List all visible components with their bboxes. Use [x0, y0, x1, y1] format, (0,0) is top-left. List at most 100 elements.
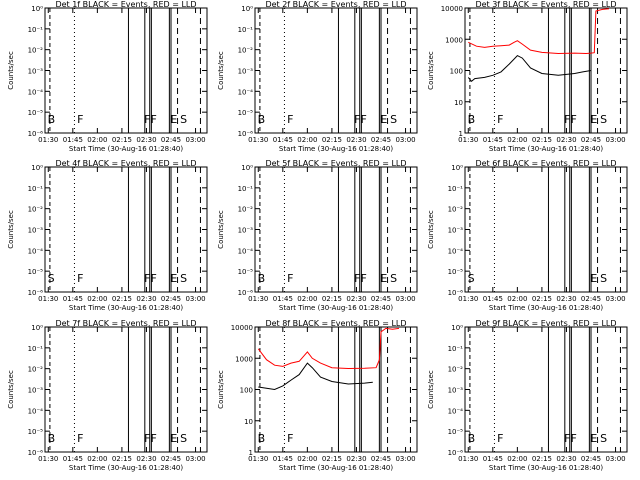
x-axis-label: Start Time (30-Aug-16 01:28:40): [69, 304, 183, 312]
x-tick-label: 01:45: [483, 136, 503, 144]
event-marker-label: B: [468, 113, 476, 126]
x-tick-label: 02:30: [136, 295, 156, 303]
x-tick-label: 02:00: [507, 295, 527, 303]
x-tick-label: 02:15: [112, 136, 132, 144]
x-tick-label: 01:30: [458, 295, 478, 303]
y-tick-label: 10⁻⁴: [238, 247, 254, 255]
x-tick-label: 01:45: [273, 295, 293, 303]
y-tick-label: 10⁻²: [238, 206, 254, 214]
y-tick-label: 10⁻¹: [28, 345, 44, 353]
y-axis-label: Counts/sec: [427, 210, 435, 249]
chart-title: Det 7f BLACK = Events, RED = LLD: [55, 319, 196, 328]
series-line: [257, 327, 400, 370]
x-tick-label: 02:00: [87, 295, 107, 303]
chart-panel: Det 2f BLACK = Events, RED = LLD 10⁰ 10⁻¹ 1…: [217, 0, 418, 153]
chart-panel: Det 3f BLACK = Events, RED = LLD10000100…: [427, 0, 628, 153]
y-tick-label: 10⁻³: [28, 68, 44, 76]
chart-title: Det 2f BLACK = Events, RED = LLD: [265, 0, 406, 9]
event-marker-label: E: [590, 272, 597, 285]
event-marker-label: B: [48, 432, 56, 445]
event-marker-label: F: [287, 432, 293, 445]
chart-panel: Det 6f BLACK = Events, RED = LLD 10⁰ 10⁻¹ 1…: [427, 159, 628, 312]
event-marker-label: E: [380, 272, 387, 285]
y-axis-label: Counts/sec: [427, 51, 435, 90]
y-tick-label: 10⁻¹: [28, 185, 44, 193]
x-tick-label: 02:00: [87, 455, 107, 463]
x-tick-label: 02:45: [581, 136, 601, 144]
y-tick-label: 10⁻¹: [28, 26, 44, 34]
event-marker-label: FF: [354, 113, 367, 126]
y-tick-label: 10⁰: [31, 324, 43, 332]
event-marker-label: S: [180, 113, 187, 126]
y-tick-label: 10⁻²: [448, 366, 464, 374]
y-tick-label: 10⁻²: [448, 206, 464, 214]
x-tick-label: 02:45: [371, 455, 391, 463]
event-marker-label: FF: [564, 113, 577, 126]
x-tick-label: 01:30: [458, 455, 478, 463]
x-tick-label: 02:30: [556, 455, 576, 463]
y-tick-label: 10⁻⁶: [28, 449, 44, 457]
y-tick-label: 10⁻⁴: [28, 407, 44, 415]
y-tick-label: 10⁻⁶: [448, 289, 464, 297]
event-marker-label: F: [77, 272, 83, 285]
event-marker-label: E: [380, 113, 387, 126]
y-tick-label: 10⁰: [451, 164, 463, 172]
y-tick-label: 10⁻¹: [238, 26, 254, 34]
x-axis-label: Start Time (30-Aug-16 01:28:40): [69, 145, 183, 153]
chart-title: Det 8f BLACK = Events, RED = LLD: [265, 319, 406, 328]
event-marker-label: F: [287, 113, 293, 126]
y-tick-label: 10⁻⁵: [28, 109, 44, 117]
x-tick-label: 02:30: [136, 455, 156, 463]
y-tick-label: 10⁻⁴: [28, 88, 44, 96]
y-tick-label: 100: [450, 68, 463, 76]
event-marker-label: F: [497, 432, 503, 445]
y-axis-label: Counts/sec: [7, 370, 15, 409]
x-tick-label: 02:15: [112, 455, 132, 463]
y-tick-label: 10⁻²: [28, 206, 44, 214]
x-tick-label: 01:45: [483, 295, 503, 303]
y-tick-label: 10⁻³: [448, 227, 464, 235]
x-tick-label: 03:00: [395, 295, 415, 303]
y-tick-label: 10⁻³: [238, 68, 254, 76]
x-tick-label: 02:15: [532, 295, 552, 303]
event-marker-label: E: [170, 272, 177, 285]
chart-title: Det 4f BLACK = Events, RED = LLD: [55, 159, 196, 168]
x-tick-label: 02:45: [371, 295, 391, 303]
x-tick-label: 01:45: [63, 136, 83, 144]
y-axis-label: Counts/sec: [217, 210, 225, 249]
event-marker-label: FF: [144, 113, 157, 126]
y-tick-label: 10⁻⁵: [238, 268, 254, 276]
chart-panel: Det 8f BLACK = Events, RED = LLD10000100…: [217, 319, 418, 472]
event-marker-label: B: [468, 432, 476, 445]
y-tick-label: 10000: [441, 5, 463, 13]
y-tick-label: 1: [249, 449, 253, 457]
x-axis-label: Start Time (30-Aug-16 01:28:40): [279, 464, 393, 472]
y-tick-label: 10⁰: [31, 164, 43, 172]
y-axis-label: Counts/sec: [217, 51, 225, 90]
event-marker-label: F: [287, 272, 293, 285]
y-tick-label: 10000: [231, 324, 253, 332]
series-line: [258, 362, 373, 391]
y-tick-label: 10⁻⁴: [448, 407, 464, 415]
x-tick-label: 02:15: [322, 295, 342, 303]
y-tick-label: 10⁻⁵: [448, 268, 464, 276]
y-tick-label: 10⁻³: [238, 227, 254, 235]
series-line: [468, 8, 610, 55]
chart-title: Det 9f BLACK = Events, RED = LLD: [475, 319, 616, 328]
y-tick-label: 1000: [445, 36, 463, 44]
event-marker-label: S: [390, 272, 397, 285]
y-tick-label: 10⁻⁵: [28, 268, 44, 276]
x-tick-label: 01:30: [38, 295, 58, 303]
x-tick-label: 02:15: [322, 136, 342, 144]
event-marker-label: B: [258, 113, 266, 126]
y-tick-label: 10⁻³: [448, 387, 464, 395]
x-tick-label: 02:15: [322, 455, 342, 463]
event-marker-label: E: [170, 113, 177, 126]
x-tick-label: 03:00: [185, 295, 205, 303]
event-marker-label: B: [258, 272, 266, 285]
x-tick-label: 01:30: [248, 136, 268, 144]
y-tick-label: 10⁻⁵: [28, 428, 44, 436]
event-marker-label: F: [77, 113, 83, 126]
x-tick-label: 02:30: [556, 136, 576, 144]
event-marker-label: S: [600, 113, 607, 126]
